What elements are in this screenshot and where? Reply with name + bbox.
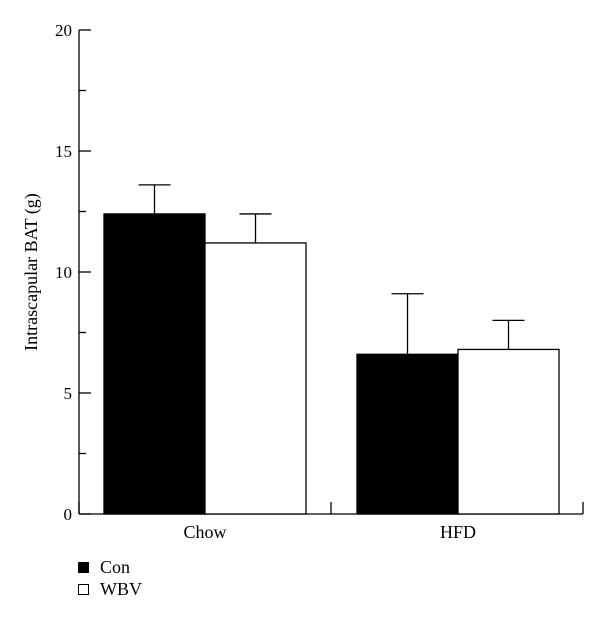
error-bars (138, 184, 525, 355)
bar-con-hfd (356, 353, 459, 515)
y-tick-label: 20 (55, 21, 72, 40)
bar-wbv-chow (204, 242, 307, 515)
bar-wbv-hfd (457, 348, 560, 515)
y-tick-label: 5 (64, 384, 73, 403)
x-category-label: Chow (183, 522, 226, 542)
legend-swatch-wbv (78, 583, 89, 595)
x-category-label: HFD (440, 522, 476, 542)
bar-con-chow (103, 213, 206, 515)
y-tick-label: 15 (55, 142, 72, 161)
y-axis-title: Intrascapular BAT (g) (21, 193, 42, 351)
y-tick-label: 0 (64, 505, 73, 524)
legend-label-wbv: WBV (100, 578, 142, 599)
bars (103, 213, 560, 515)
legend-item-wbv: WBV (78, 578, 142, 600)
y-tick-label: 10 (55, 263, 72, 282)
legend: Con WBV (78, 556, 142, 600)
legend-label-con: Con (100, 556, 131, 577)
bar-chart: 0 5 10 15 20 Chow HFD Intrascapular BAT (g) (21, 21, 584, 542)
legend-item-con: Con (78, 556, 142, 578)
legend-swatch-con (78, 561, 89, 573)
